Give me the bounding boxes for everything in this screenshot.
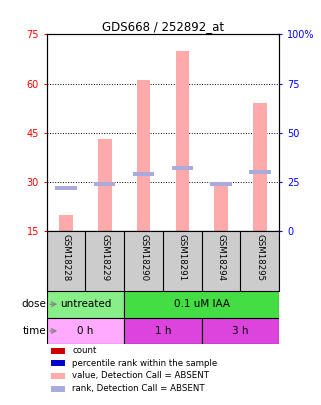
Bar: [98, 139, 111, 231]
Bar: [124, 291, 279, 318]
Bar: [253, 103, 267, 231]
Text: 0.1 uM IAA: 0.1 uM IAA: [174, 299, 230, 309]
Text: GSM18228: GSM18228: [61, 234, 70, 281]
Bar: [202, 318, 279, 344]
Text: percentile rank within the sample: percentile rank within the sample: [72, 359, 217, 368]
Title: GDS668 / 252892_at: GDS668 / 252892_at: [102, 20, 224, 33]
Bar: [176, 51, 189, 231]
Bar: [51, 360, 65, 366]
Text: 1 h: 1 h: [155, 326, 171, 336]
Bar: [211, 182, 232, 186]
Bar: [133, 172, 154, 176]
Text: 3 h: 3 h: [232, 326, 249, 336]
Text: GSM18295: GSM18295: [256, 234, 265, 281]
Bar: [137, 80, 150, 231]
Bar: [51, 347, 65, 354]
Bar: [55, 186, 77, 190]
Bar: [249, 170, 271, 174]
Text: GSM18229: GSM18229: [100, 234, 109, 281]
Text: untreated: untreated: [60, 299, 111, 309]
Text: rank, Detection Call = ABSENT: rank, Detection Call = ABSENT: [72, 384, 205, 393]
Bar: [51, 373, 65, 379]
Text: GSM18291: GSM18291: [178, 234, 187, 281]
Bar: [51, 386, 65, 392]
Text: count: count: [72, 346, 97, 355]
Bar: [47, 291, 124, 318]
Text: 0 h: 0 h: [77, 326, 93, 336]
Text: GSM18294: GSM18294: [217, 234, 226, 281]
Text: GSM18290: GSM18290: [139, 234, 148, 281]
Text: value, Detection Call = ABSENT: value, Detection Call = ABSENT: [72, 371, 209, 380]
Bar: [59, 215, 73, 231]
Bar: [94, 182, 115, 186]
Text: dose: dose: [22, 299, 47, 309]
Bar: [47, 318, 124, 344]
Bar: [172, 166, 193, 170]
Bar: [214, 182, 228, 231]
Bar: [124, 318, 202, 344]
Text: time: time: [23, 326, 47, 336]
